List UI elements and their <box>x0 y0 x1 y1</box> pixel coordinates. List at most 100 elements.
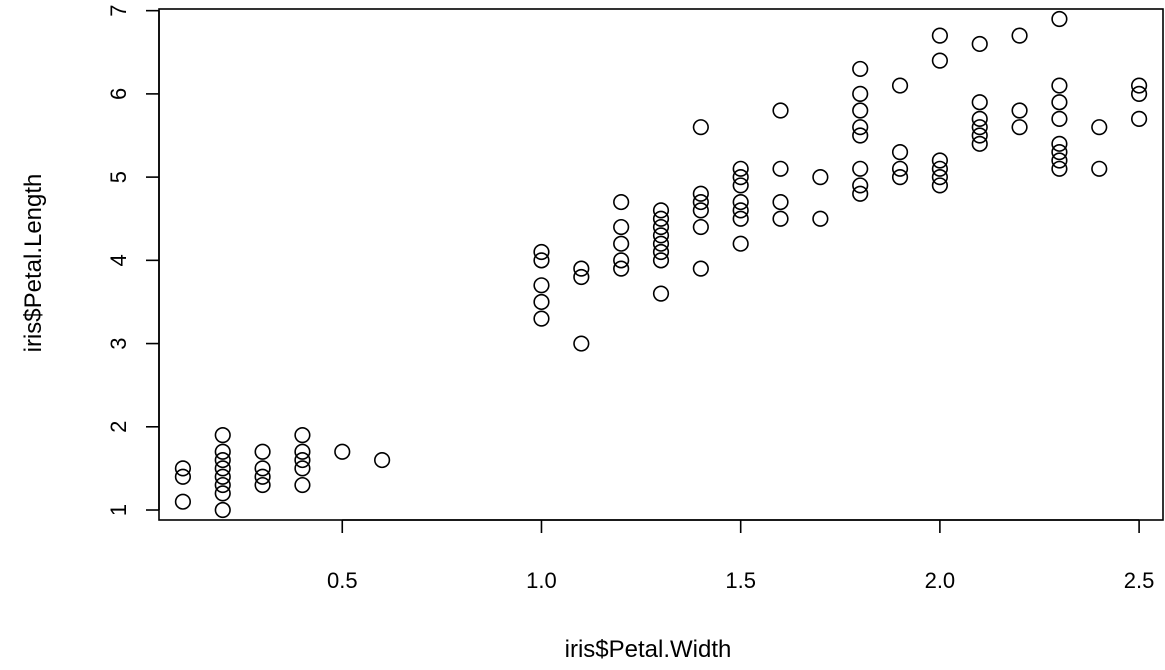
data-point <box>1051 144 1068 161</box>
data-point <box>692 260 709 277</box>
x-tick-label: 1.5 <box>725 568 756 593</box>
data-point <box>214 451 231 469</box>
data-point <box>1051 110 1068 127</box>
data-point <box>1011 102 1028 119</box>
data-point <box>254 460 271 477</box>
y-axis-title: iris$Petal.Length <box>20 174 47 353</box>
data-point <box>692 202 709 219</box>
data-point <box>533 243 550 261</box>
data-point <box>852 85 869 102</box>
data-point <box>533 252 550 269</box>
data-point <box>1130 77 1148 94</box>
data-point <box>852 185 869 202</box>
data-point <box>613 235 630 252</box>
data-point <box>652 285 670 302</box>
data-point <box>1130 85 1148 102</box>
data-point <box>214 468 231 485</box>
data-point <box>652 210 670 227</box>
data-point <box>294 443 311 460</box>
x-tick-label: 0.5 <box>327 568 358 593</box>
data-point <box>812 169 829 186</box>
y-tick-label: 6 <box>106 88 131 100</box>
data-point <box>732 193 749 211</box>
data-point <box>772 210 789 227</box>
data-point <box>772 102 789 119</box>
data-point <box>971 119 988 136</box>
data-point <box>573 268 590 286</box>
data-point <box>692 119 709 136</box>
data-point <box>931 52 948 69</box>
data-point <box>613 260 630 277</box>
data-point <box>852 127 869 144</box>
data-point <box>254 476 271 494</box>
data-point <box>174 468 192 485</box>
data-point <box>214 501 231 519</box>
data-point <box>613 193 630 211</box>
data-point <box>174 493 192 510</box>
data-point <box>1051 135 1068 152</box>
data-point <box>652 235 670 252</box>
data-point <box>652 252 670 269</box>
data-point <box>891 160 909 177</box>
data-point <box>891 144 909 161</box>
data-point <box>1051 94 1068 111</box>
data-point <box>931 27 948 44</box>
data-point <box>1051 160 1068 177</box>
data-point <box>732 235 749 252</box>
data-point <box>214 485 231 502</box>
data-point <box>852 177 869 194</box>
data-point <box>971 127 988 144</box>
data-point <box>652 227 670 244</box>
data-point <box>174 460 192 477</box>
data-point <box>374 451 391 469</box>
data-point <box>1091 119 1108 136</box>
data-point <box>214 476 231 494</box>
x-tick-label: 2.5 <box>1124 568 1155 593</box>
data-point <box>971 35 988 53</box>
data-point <box>294 427 311 444</box>
data-point <box>254 468 271 485</box>
data-point <box>214 460 231 477</box>
data-point <box>214 443 231 460</box>
data-point <box>971 94 988 111</box>
data-point <box>931 152 948 169</box>
plot-frame <box>158 8 1164 521</box>
y-tick-label: 7 <box>106 5 131 17</box>
data-point <box>732 202 749 219</box>
y-tick-label: 2 <box>106 421 131 433</box>
data-point <box>214 427 231 444</box>
data-point <box>852 160 869 177</box>
x-tick-label: 2.0 <box>925 568 956 593</box>
data-point <box>613 252 630 269</box>
y-tick-label: 1 <box>106 504 131 516</box>
data-point <box>732 210 749 227</box>
data-point <box>772 193 789 211</box>
data-point <box>692 218 709 236</box>
data-point <box>1091 160 1108 177</box>
data-point <box>852 60 869 78</box>
x-axis: 0.5 1.0 1.5 2.0 2.5 <box>327 519 1155 593</box>
data-point <box>652 202 670 219</box>
data-point <box>533 277 550 294</box>
data-point <box>334 443 351 460</box>
data-point <box>931 160 948 177</box>
data-point <box>931 169 948 186</box>
data-point <box>732 160 749 177</box>
data-point <box>294 460 311 477</box>
data-point <box>692 193 709 211</box>
data-point <box>294 476 311 494</box>
data-point <box>852 102 869 119</box>
y-axis: 1 2 3 4 5 6 7 <box>106 5 160 516</box>
data-point <box>573 335 590 352</box>
data-point <box>573 260 590 277</box>
data-point <box>971 110 988 127</box>
data-point <box>692 185 709 202</box>
data-point <box>1051 10 1068 28</box>
data-point <box>812 210 829 227</box>
data-point <box>254 443 271 460</box>
x-axis-title: iris$Petal.Width <box>565 636 732 663</box>
data-point <box>294 451 311 469</box>
data-point <box>533 310 550 327</box>
y-tick-label: 3 <box>106 337 131 349</box>
